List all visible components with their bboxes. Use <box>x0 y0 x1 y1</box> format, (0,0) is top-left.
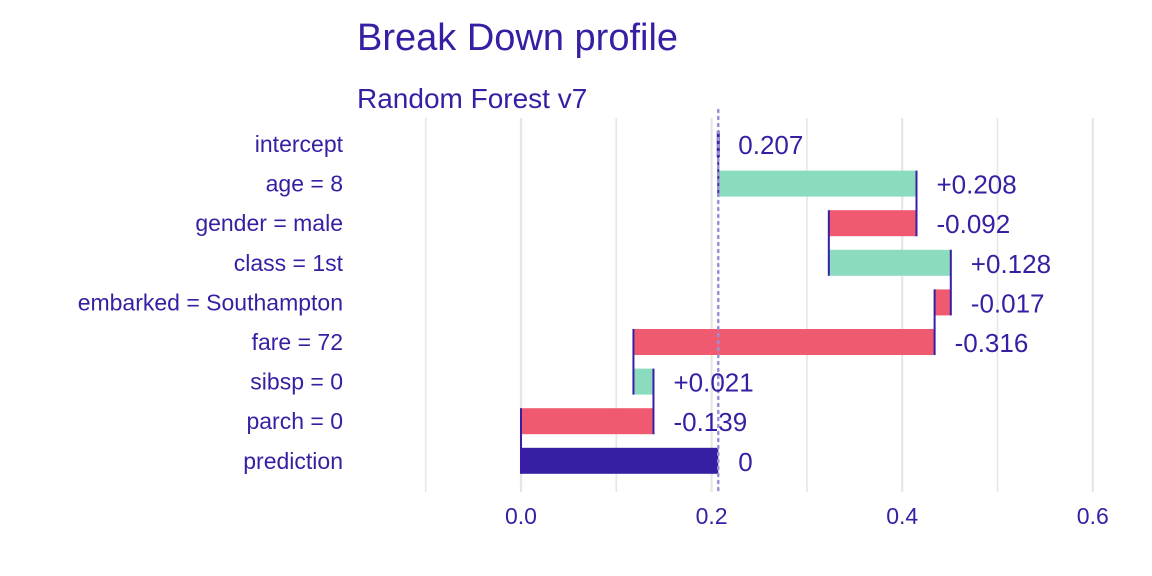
bar-prediction <box>521 447 719 474</box>
y-axis-label: class = 1st <box>234 250 344 276</box>
y-axis-labels: intercept age = 8 gender = male class = 1st… <box>78 131 344 474</box>
value-label: -0.092 <box>936 209 1010 239</box>
y-axis-label: intercept <box>255 131 344 157</box>
bars <box>521 131 951 474</box>
y-axis-label: age = 8 <box>266 171 343 197</box>
x-tick-label: 0.4 <box>886 503 918 529</box>
value-label: +0.208 <box>936 170 1016 200</box>
value-label: -0.316 <box>955 328 1029 358</box>
chart-subtitle: Random Forest v7 <box>357 83 587 114</box>
bar-negative <box>934 289 951 316</box>
x-tick-label: 0.2 <box>696 503 728 529</box>
x-axis-ticks: 0.0 0.2 0.4 0.6 <box>505 503 1109 529</box>
value-label: +0.021 <box>673 368 753 398</box>
value-labels: 0.207 +0.208 -0.092 +0.128 -0.017 -0.316 +0.02… <box>673 130 1051 477</box>
y-axis-label: sibsp = 0 <box>250 369 343 395</box>
bar-positive <box>828 249 951 276</box>
y-axis-label: fare = 72 <box>252 329 343 355</box>
value-label: -0.017 <box>971 288 1045 318</box>
bar-negative <box>828 210 917 237</box>
value-label: -0.139 <box>673 407 747 437</box>
x-tick-label: 0.0 <box>505 503 537 529</box>
bar-negative <box>521 408 654 435</box>
x-tick-label: 0.6 <box>1077 503 1109 529</box>
bar-positive <box>718 170 917 197</box>
y-axis-label: prediction <box>243 448 343 474</box>
value-label: 0.207 <box>738 130 803 160</box>
value-label: +0.128 <box>971 249 1051 279</box>
y-axis-label: embarked = Southampton <box>78 289 343 315</box>
value-label: 0 <box>738 447 752 477</box>
bar-negative <box>633 329 935 355</box>
connector-lines <box>520 131 952 474</box>
bar-positive <box>633 368 654 395</box>
y-axis-label: gender = male <box>195 210 343 236</box>
y-axis-label: parch = 0 <box>246 408 343 434</box>
chart-title: Break Down profile <box>357 17 678 59</box>
